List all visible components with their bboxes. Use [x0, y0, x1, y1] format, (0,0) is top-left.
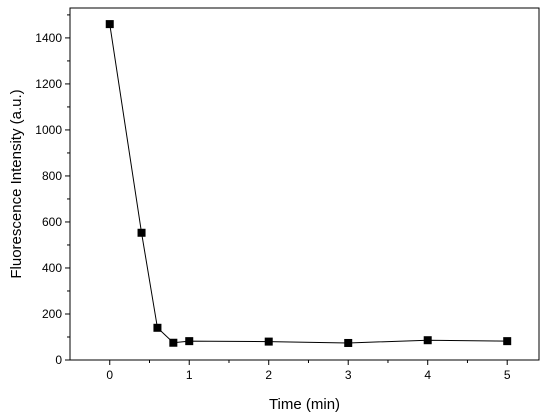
y-tick-label: 400 [42, 261, 62, 275]
y-tick-label: 800 [42, 169, 62, 183]
x-tick-label: 3 [345, 368, 352, 382]
x-tick-label: 4 [424, 368, 431, 382]
x-tick-label: 5 [504, 368, 511, 382]
y-tick-label: 600 [42, 215, 62, 229]
y-axis-title: Fluorescence Intensity (a.u.) [8, 89, 25, 278]
data-point [264, 337, 273, 346]
data-point [185, 337, 194, 346]
y-tick-label: 1200 [35, 77, 62, 91]
y-tick-label: 1000 [35, 123, 62, 137]
x-tick-label: 2 [265, 368, 272, 382]
data-point [105, 20, 114, 29]
series-line [109, 24, 508, 344]
data-point [169, 338, 178, 347]
x-tick-label: 1 [186, 368, 193, 382]
data-point [503, 337, 512, 346]
data-point [423, 336, 432, 345]
y-tick-label: 200 [42, 307, 62, 321]
x-axis-title: Time (min) [269, 396, 340, 413]
data-point [344, 338, 353, 347]
data-point [153, 323, 162, 332]
y-tick-label: 1400 [35, 31, 62, 45]
y-tick-label: 0 [55, 353, 62, 367]
x-tick-label: 0 [106, 368, 113, 382]
plot-frame [69, 7, 540, 361]
data-point [137, 228, 146, 237]
